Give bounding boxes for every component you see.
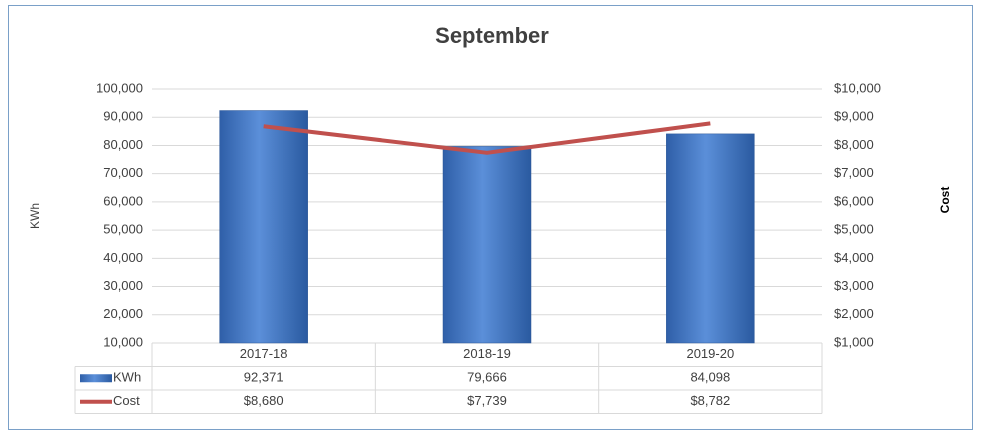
- y2-tick-label: $7,000: [834, 165, 874, 180]
- chart-title: September: [435, 23, 549, 48]
- legend-label: Cost: [113, 393, 140, 408]
- y-tick-label: 70,000: [103, 165, 143, 180]
- y-tick-label: 80,000: [103, 137, 143, 152]
- table-value: 92,371: [244, 370, 284, 385]
- y-tick-label: 50,000: [103, 222, 143, 237]
- table-value: $8,680: [244, 393, 284, 408]
- y2-tick-label: $9,000: [834, 109, 874, 124]
- y-tick-label: 60,000: [103, 193, 143, 208]
- y-axis-label: KWh: [28, 203, 42, 229]
- y2-tick-label: $10,000: [834, 80, 881, 95]
- y2-tick-label: $5,000: [834, 222, 874, 237]
- y2-tick-label: $6,000: [834, 193, 874, 208]
- y2-tick-label: $1,000: [834, 334, 874, 349]
- y2-tick-label: $8,000: [834, 137, 874, 152]
- cost-line: [263, 121, 711, 155]
- table-value: $8,782: [690, 393, 730, 408]
- table-value: $7,739: [467, 393, 507, 408]
- table-value: 79,666: [467, 370, 507, 385]
- y-tick-label: 90,000: [103, 109, 143, 124]
- y-tick-label: 30,000: [103, 278, 143, 293]
- x-tick-label: 2017-18: [240, 346, 288, 361]
- y-tick-label: 100,000: [96, 80, 143, 95]
- y2-tick-label: $4,000: [834, 250, 874, 265]
- y2-tick-label: $2,000: [834, 306, 874, 321]
- y-tick-label: 40,000: [103, 250, 143, 265]
- x-tick-label: 2019-20: [686, 346, 734, 361]
- legend-label: KWh: [113, 370, 141, 385]
- y-tick-label: 10,000: [103, 334, 143, 349]
- legend-key: [80, 374, 112, 383]
- y-tick-label: 20,000: [103, 306, 143, 321]
- bar: [442, 146, 532, 344]
- x-tick-label: 2018-19: [463, 346, 511, 361]
- y2-axis-label: Cost: [938, 187, 952, 214]
- bar: [219, 110, 308, 344]
- y2-tick-label: $3,000: [834, 278, 874, 293]
- bar: [666, 133, 755, 344]
- table-value: 84,098: [690, 370, 730, 385]
